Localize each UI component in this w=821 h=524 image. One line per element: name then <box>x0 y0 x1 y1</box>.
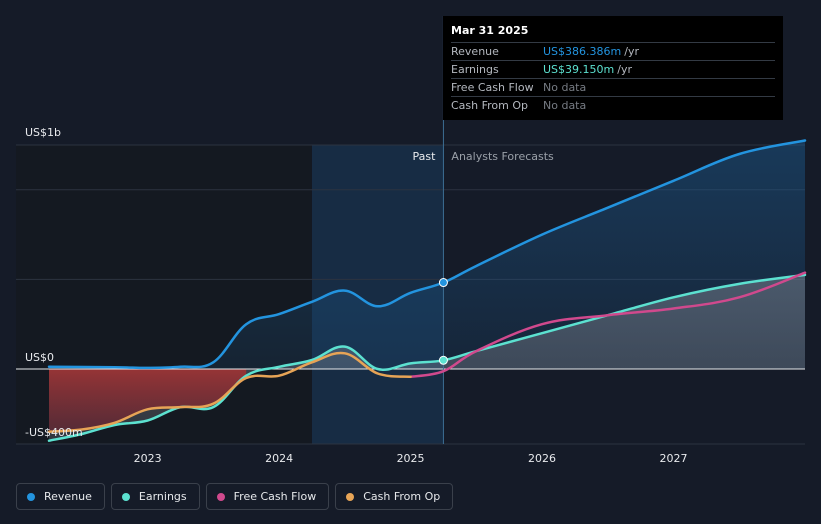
tooltip-row-revenue: Revenue US$386.386m/yr <box>451 42 775 60</box>
y-label-bottom: -US$400m <box>25 426 83 439</box>
x-tick-2025: 2025 <box>397 452 425 465</box>
tooltip-unit: /yr <box>617 63 632 76</box>
legend-item-cash-from-op[interactable]: Cash From Op <box>335 483 454 510</box>
x-tick-2023: 2023 <box>134 452 162 465</box>
legend-item-revenue[interactable]: Revenue <box>16 483 105 510</box>
x-tick-2027: 2027 <box>660 452 688 465</box>
tooltip-label: Earnings <box>451 63 499 76</box>
free-cash-flow-line <box>409 271 807 379</box>
tooltip-row-free-cash-flow: Free Cash Flow No data <box>451 78 775 96</box>
legend-dot-icon <box>346 492 355 501</box>
tooltip-value: No data <box>543 99 587 112</box>
y-label-zero: US$0 <box>25 351 54 364</box>
tooltip-row-cash-from-op: Cash From Op No data <box>451 96 775 114</box>
earnings-marker <box>438 355 448 365</box>
legend-label: Free Cash Flow <box>233 490 317 503</box>
tooltip-value: No data <box>543 81 587 94</box>
tooltip-label: Cash From Op <box>451 99 529 112</box>
revenue-line <box>47 139 807 370</box>
legend-item-free-cash-flow[interactable]: Free Cash Flow <box>205 483 330 510</box>
tooltip: Mar 31 2025 Revenue US$386.386m/yr Earning… <box>443 16 783 120</box>
legend-label: Revenue <box>44 490 92 503</box>
tooltip-row-earnings: Earnings US$39.150m/yr <box>451 60 775 78</box>
tooltip-value: US$39.150m <box>543 63 615 76</box>
legend: Revenue Earnings Free Cash Flow Cash From O… <box>16 483 454 510</box>
legend-dot-icon <box>121 492 130 501</box>
tooltip-unit: /yr <box>624 45 639 58</box>
x-tick-2024: 2024 <box>265 452 293 465</box>
legend-label: Cash From Op <box>363 490 441 503</box>
negative-area <box>49 369 247 432</box>
revenue-marker <box>438 278 448 288</box>
earnings-area <box>49 274 805 441</box>
x-tick-2026: 2026 <box>528 452 556 465</box>
legend-dot-icon <box>216 492 225 501</box>
legend-item-earnings[interactable]: Earnings <box>110 483 200 510</box>
tooltip-value: US$386.386m <box>543 45 622 58</box>
past-label: Past <box>412 150 436 163</box>
earnings-line <box>47 273 807 442</box>
tooltip-label: Revenue <box>451 45 499 58</box>
tooltip-date: Mar 31 2025 <box>451 24 529 37</box>
tooltip-label: Free Cash Flow <box>451 81 534 94</box>
y-label-top: US$1b <box>25 126 61 139</box>
legend-label: Earnings <box>138 490 187 503</box>
cash-from-op-line <box>47 351 412 433</box>
legend-dot-icon <box>27 492 35 501</box>
forecast-label: Analysts Forecasts <box>451 150 554 163</box>
